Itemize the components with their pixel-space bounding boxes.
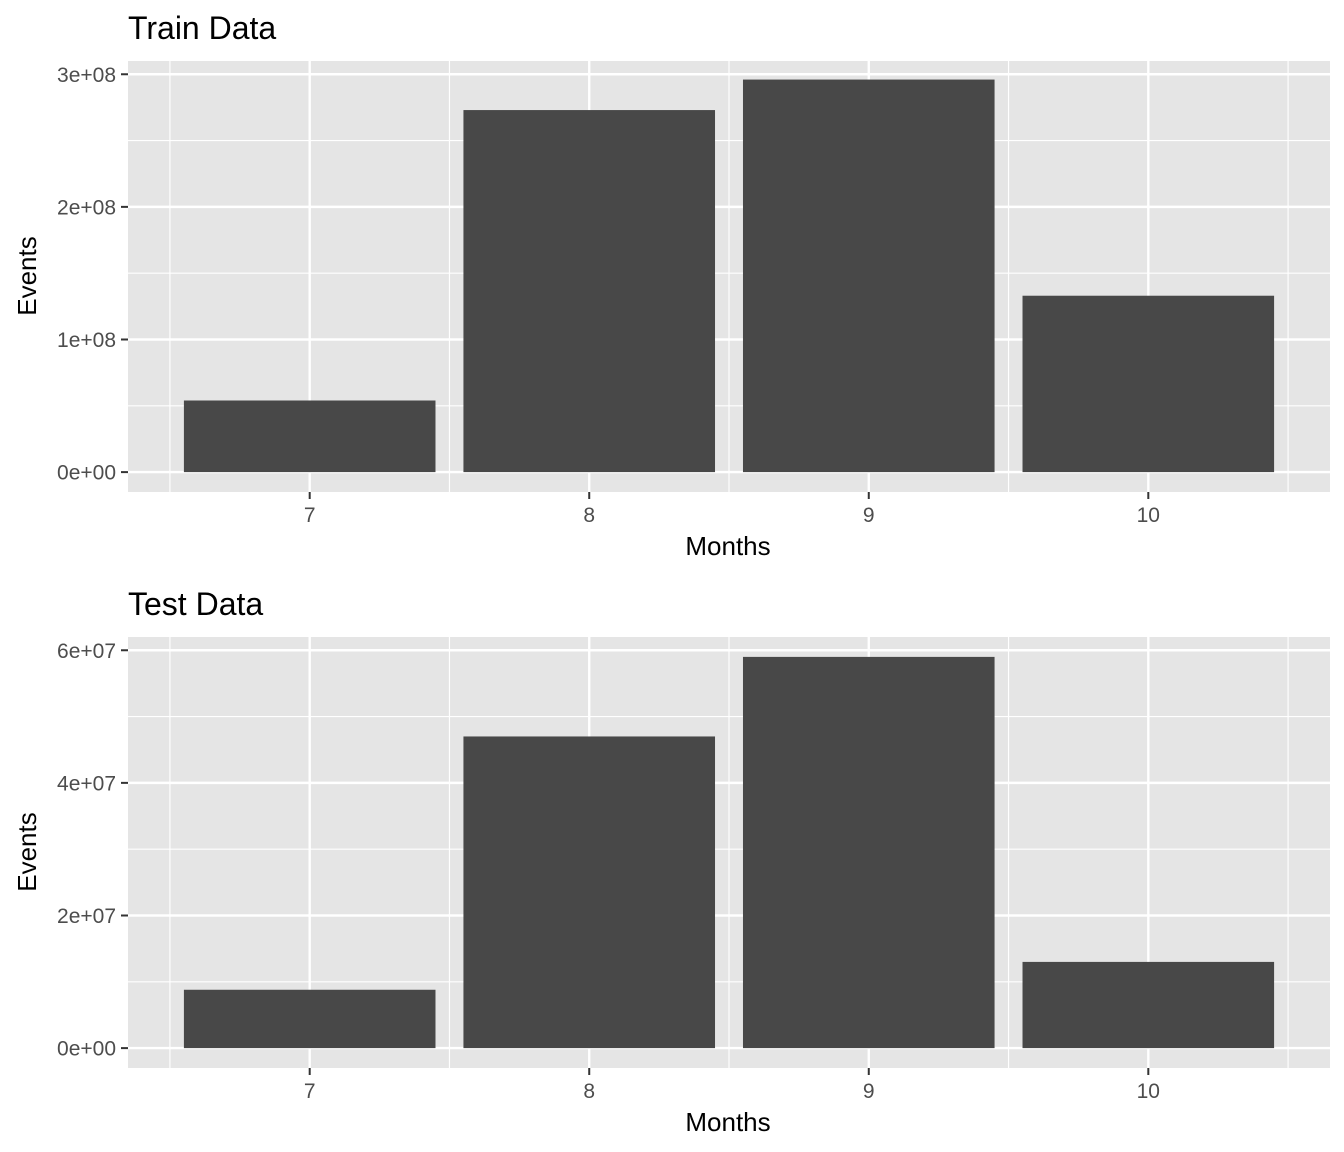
x-tick-label: 9 <box>863 1080 875 1103</box>
y-tick-label: 2e+07 <box>57 905 116 928</box>
panel-title: Test Data <box>128 586 263 622</box>
y-tick-label: 4e+07 <box>57 772 116 795</box>
x-tick-label: 10 <box>1137 504 1160 527</box>
y-axis-title: Events <box>12 812 42 892</box>
test-data-panel: Test Data Months Events 0e+00 2e+07 4e+07 6… <box>12 586 1330 1137</box>
x-axis-title: Months <box>685 531 770 561</box>
x-tick-label: 9 <box>863 504 875 527</box>
y-tick-label: 6e+07 <box>57 640 116 663</box>
bar-month-8 <box>463 110 716 473</box>
bar-month-7 <box>183 400 436 473</box>
bar-month-10 <box>1022 295 1275 473</box>
bar-month-8 <box>463 736 716 1049</box>
x-tick-label: 7 <box>304 1080 316 1103</box>
y-tick-label: 0e+00 <box>57 1038 116 1061</box>
y-tick-label: 1e+08 <box>57 329 116 352</box>
train-data-panel: Train Data Months Events 0e+00 1e+08 2e+08… <box>12 10 1330 561</box>
bar-month-9 <box>742 79 995 473</box>
x-tick-label: 8 <box>583 504 595 527</box>
plot-area: 0e+00 2e+07 4e+07 6e+07 7 8 9 10 <box>57 637 1330 1103</box>
y-tick-label: 2e+08 <box>57 196 116 219</box>
bar-month-10 <box>1022 961 1275 1049</box>
x-tick-label: 8 <box>583 1080 595 1103</box>
bar-month-9 <box>742 656 995 1049</box>
y-tick-label: 3e+08 <box>57 64 116 87</box>
y-axis-title: Events <box>12 236 42 316</box>
x-tick-label: 7 <box>304 504 316 527</box>
y-tick-label: 0e+00 <box>57 462 116 485</box>
x-axis-title: Months <box>685 1107 770 1137</box>
plot-area: 0e+00 1e+08 2e+08 3e+08 7 8 9 10 <box>57 61 1330 527</box>
panel-title: Train Data <box>128 10 276 46</box>
bar-month-7 <box>183 989 436 1049</box>
x-tick-label: 10 <box>1137 1080 1160 1103</box>
